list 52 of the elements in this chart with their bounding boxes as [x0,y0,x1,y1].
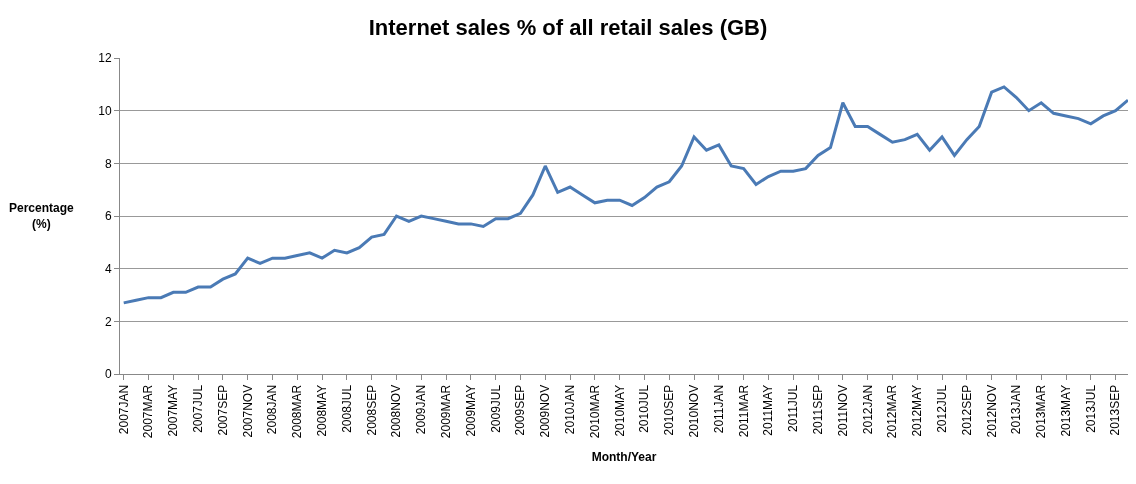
x-tick-label: 2007NOV [240,384,255,438]
x-tick-label: 2009SEP [513,384,528,436]
x-tick-label: 2009MAR [438,384,453,439]
x-tick-label: 2010MAY [612,384,627,437]
x-tick-label: 2008JAN [265,384,280,435]
x-tick-label: 2012NOV [984,384,999,438]
y-tick-label: 0 [104,367,112,382]
x-tick-label: 2008SEP [364,384,379,436]
x-tick-label: 2011MAR [736,384,751,438]
x-tick-label: 2009NOV [538,384,553,438]
x-tick-label: 2012MAR [885,384,900,439]
y-tick-label: 12 [98,51,112,66]
x-tick-label: 2010JAN [562,384,577,435]
x-tick-label: 2012SEP [959,384,974,436]
x-tick-label: 2009MAY [463,384,478,437]
x-tick-label: 2013JUL [1083,384,1098,433]
y-tick-label: 4 [104,261,112,276]
x-tick-label: 2010NOV [686,384,701,438]
x-tick-label: 2008MAY [315,384,329,437]
x-tick-label: 2010MAR [587,384,602,439]
x-tick-label: 2012JUL [934,384,949,433]
x-tick-label: 2011MAY [761,384,776,436]
y-tick-label: 8 [104,156,112,171]
x-tick-label: 2008JUL [339,384,354,433]
x-tick-label: 2008NOV [389,384,404,438]
x-tick-label: 2007JUL [191,384,206,433]
x-tick-label: 2011SEP [810,384,825,435]
x-tick-label: 2013SEP [1108,384,1123,436]
x-tick-label: 2009JUL [488,384,503,433]
x-tick-label: 2010SEP [662,384,677,436]
x-tick-label: 2011JUL [786,384,801,432]
x-tick-label: 2012MAY [910,384,925,437]
y-axis-title: Percentage (%) [9,201,75,231]
y-tick-label: 6 [104,209,112,224]
y-tick-label: 10 [98,103,112,118]
x-tick-label: 2013JAN [1009,384,1024,435]
x-tick-label: 2013MAY [1058,384,1073,437]
x-tick-label: 2012JAN [860,384,875,435]
x-tick-label: 2010JUL [637,384,652,433]
x-tick-label: 2011NOV [835,384,850,437]
x-tick-label: 2008MAR [290,384,305,439]
line-series [122,85,1128,305]
x-tick-label: 2011JAN [711,384,726,434]
y-tick-label: 2 [104,314,112,329]
x-axis-title: Month/Year [591,450,657,465]
x-tick-label: 2007JAN [116,384,131,435]
x-tick-label: 2009JAN [414,384,429,435]
chart-title: Internet sales % of all retail sales (GB) [368,14,768,40]
x-tick-label: 2007MAY [166,384,181,437]
x-tick-label: 2007SEP [215,384,230,436]
x-tick-label: 2013MAR [1034,384,1049,439]
x-tick-label: 2007MAR [141,384,156,439]
